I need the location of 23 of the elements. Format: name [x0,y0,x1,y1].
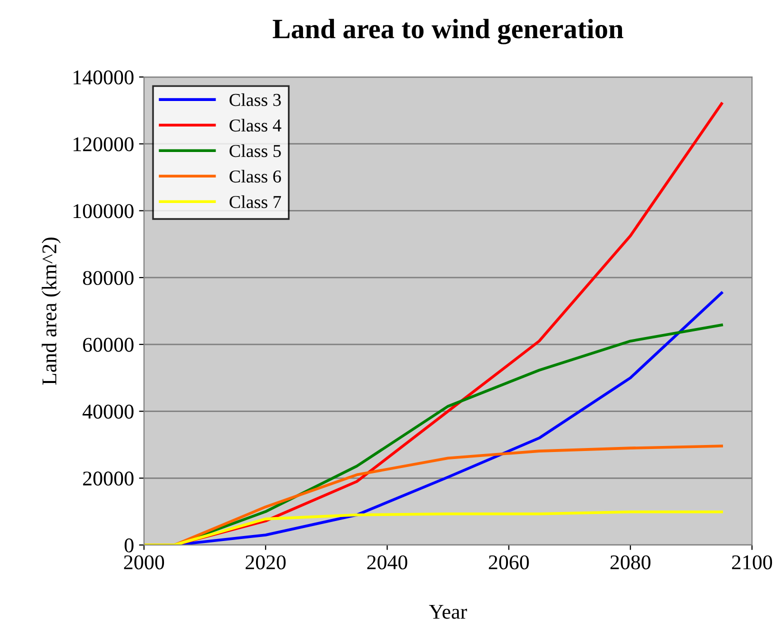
chart-title: Land area to wind generation [272,18,624,44]
y-tick-label: 140000 [74,70,134,84]
x-tick-label: 2040 [367,555,408,570]
y-axis-title: Land area (km^2) [42,238,61,385]
x-tick-label: 2080 [610,555,650,570]
line-series [144,510,723,545]
legend-label: Class 7 [230,195,282,208]
x-axis-title: Year [429,604,468,619]
y-tick-label: 0 [124,538,134,552]
x-tick-label: 2000 [124,555,164,570]
y-tick-label: 20000 [83,472,134,486]
y-tick-label: 100000 [74,204,134,218]
x-tick-label: 2100 [732,555,772,570]
y-tick-label: 80000 [82,270,134,286]
legend-label: Class 4 [230,118,282,132]
legend-label: Class 3 [230,93,281,106]
legend-label: Class 6 [230,170,281,183]
x-tick-label: 2020 [246,555,286,570]
y-tick-label: 40000 [82,404,134,419]
legend-label: Class 5 [230,144,281,158]
x-tick-label: 2060 [488,555,529,570]
y-tick-label: 60000 [83,338,134,352]
y-tick-label: 120000 [74,137,134,152]
